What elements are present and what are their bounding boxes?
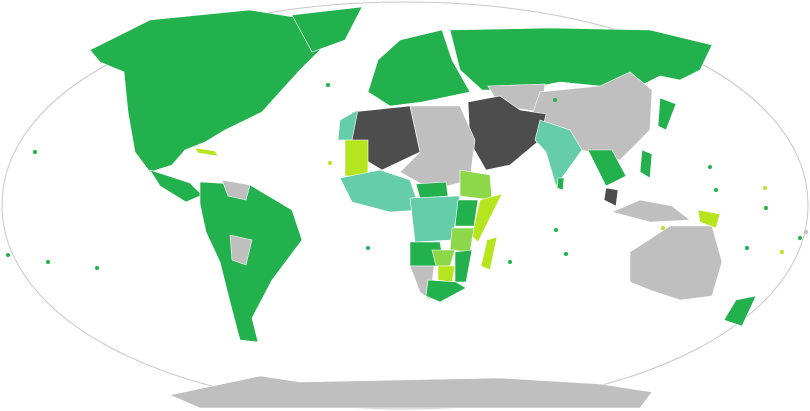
region-philippines (639, 149, 653, 179)
island-dot (553, 98, 557, 102)
region-cuba (194, 147, 219, 157)
island-dot (326, 83, 330, 87)
island-dot (6, 253, 10, 257)
region-south-america (199, 181, 303, 343)
region-japan (657, 97, 677, 131)
island-dot (508, 260, 512, 264)
region-somalia (471, 193, 503, 243)
island-dot (328, 161, 332, 165)
region-mozambique (454, 249, 473, 283)
island-dot (661, 226, 665, 230)
region-zimbabwe (437, 265, 456, 283)
island-dot (745, 246, 749, 250)
region-zambia (431, 249, 456, 267)
island-dot (804, 230, 808, 234)
island-dot (780, 250, 784, 254)
region-malaysia (603, 187, 619, 207)
region-antarctica (169, 375, 653, 409)
region-south-africa (425, 279, 467, 303)
region-southeast-asia (587, 149, 627, 187)
region-kenya (454, 199, 479, 227)
island-dot (95, 266, 99, 270)
region-europe (367, 29, 471, 107)
island-dot (763, 186, 767, 190)
island-dot (764, 206, 768, 210)
region-mauritania (344, 139, 369, 177)
region-venezuela (221, 179, 251, 201)
island-dot (564, 252, 568, 256)
region-central-america (149, 169, 203, 203)
region-russia (449, 27, 713, 91)
region-new-zealand (723, 295, 757, 327)
island-dot (366, 246, 370, 250)
region-indonesia (611, 199, 691, 223)
island-dot (46, 260, 50, 264)
region-australia (629, 225, 723, 301)
region-central-african-rep (415, 181, 449, 199)
island-dot (798, 236, 802, 240)
region-greenland (291, 6, 363, 53)
region-north-america (89, 9, 331, 173)
region-bolivia (229, 234, 253, 266)
island-dot (708, 165, 712, 169)
region-papua-new-guinea (697, 209, 721, 229)
region-egypt-sudan (399, 105, 476, 191)
island-dot (714, 188, 718, 192)
island-dot (33, 150, 37, 154)
island-dot (554, 228, 558, 232)
region-tanzania (449, 227, 475, 253)
island-markers (6, 83, 808, 270)
region-madagascar (480, 236, 498, 271)
region-ethiopia (459, 169, 493, 201)
region-sri-lanka (556, 177, 565, 191)
region-india (534, 119, 583, 187)
